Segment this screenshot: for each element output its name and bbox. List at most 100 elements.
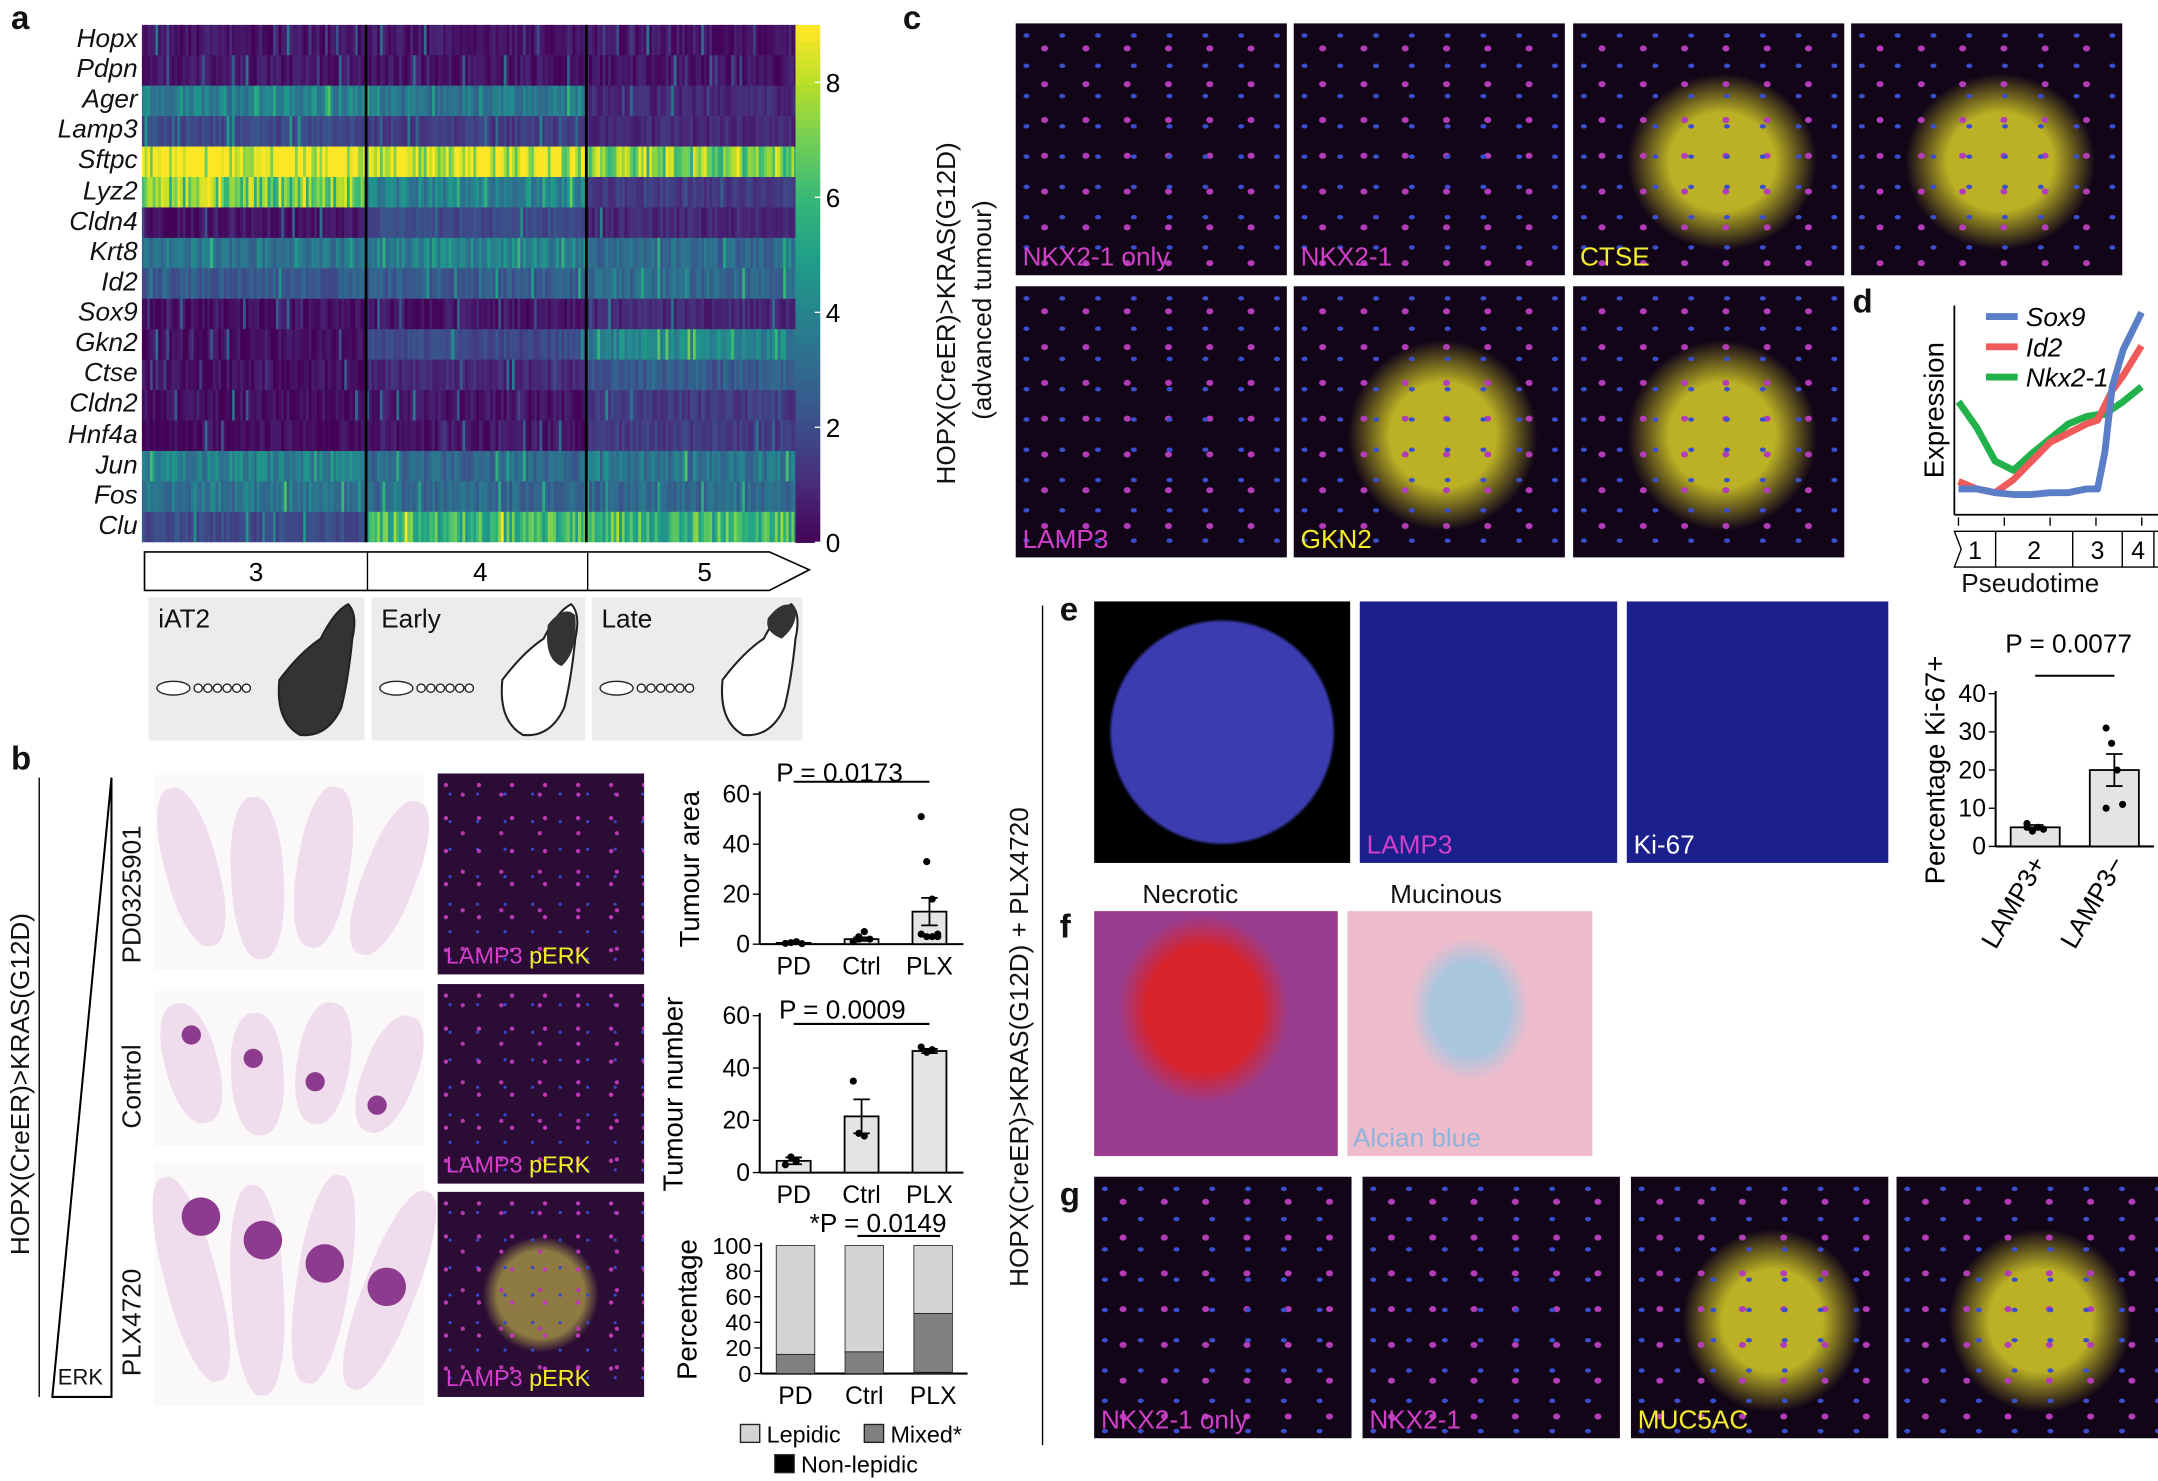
heatmap-cell: [451, 146, 456, 178]
heatmap-cell: [684, 450, 689, 482]
heatmap-cell: [599, 298, 604, 330]
heatmap-cell: [619, 24, 623, 56]
heatmap-cell: [558, 511, 563, 543]
heatmap-cell: [401, 329, 406, 361]
heatmap-cell: [473, 511, 478, 543]
heatmap-cell: [451, 450, 456, 482]
colorbar-swatch: [795, 326, 821, 336]
heatmap-cell: [572, 390, 577, 421]
mucinous-title: Mucinous: [1390, 880, 1502, 910]
heatmap-cell: [185, 329, 190, 361]
heatmap-cell: [333, 146, 337, 178]
heatmap-cell: [517, 24, 522, 56]
heatmap-cell: [500, 176, 505, 208]
heatmap-cell: [780, 450, 785, 482]
heatmap-cell: [346, 176, 351, 208]
heatmap-cell: [690, 207, 694, 239]
heatmap-cell: [415, 116, 420, 147]
heatmap-cell: [484, 511, 489, 543]
heatmap-cell: [682, 146, 686, 178]
heatmap-cell: [141, 390, 146, 421]
heatmap-cell: [684, 359, 689, 391]
colorbar-swatch: [795, 525, 821, 535]
heatmap-cell: [294, 420, 299, 452]
heatmap-cell: [558, 329, 563, 361]
heatmap-cell: [597, 359, 601, 391]
heatmap-cell: [196, 359, 201, 391]
heatmap-cell: [273, 24, 277, 56]
heatmap-cell: [423, 55, 428, 87]
heatmap-cell: [758, 420, 763, 452]
heatmap-cell: [377, 298, 381, 330]
legend-label: Sox9: [2026, 302, 2086, 332]
heatmap-cell: [454, 24, 458, 56]
heatmap-cell: [478, 450, 483, 482]
heatmap-cell: [547, 55, 552, 87]
heatmap-cell: [473, 85, 478, 117]
heatmap-cell: [717, 176, 722, 208]
heatmap-cell: [605, 146, 610, 178]
stain-label: NKX2-1 only: [1101, 1406, 1248, 1436]
heatmap-cell: [788, 298, 793, 330]
heatmap-cell: [489, 237, 494, 269]
heatmap-cell: [692, 511, 697, 543]
colorbar-swatch: [795, 309, 821, 319]
heatmap-cell: [349, 268, 354, 300]
heatmap-cell: [434, 85, 439, 117]
heatmap-cell: [316, 481, 321, 513]
heatmap-cell: [388, 511, 392, 543]
heatmap-cell: [275, 237, 280, 269]
heatmap-cell: [599, 481, 604, 513]
heatmap-cell: [311, 450, 315, 482]
heatmap-cell: [575, 298, 579, 330]
heatmap-cell: [415, 55, 420, 87]
umap-cluster: [445, 683, 455, 693]
heatmap-cell: [465, 176, 469, 208]
heatmap-cell: [695, 268, 700, 300]
heatmap-cell: [336, 55, 340, 87]
heatmap-cell: [739, 176, 744, 208]
heatmap-cell: [388, 207, 392, 239]
heatmap-cell: [371, 298, 376, 330]
heatmap-cell: [371, 329, 376, 361]
heatmap-cell: [245, 24, 250, 56]
heatmap-cell: [149, 481, 154, 513]
heatmap-cell: [456, 481, 461, 513]
heatmap-cell: [610, 298, 615, 330]
colorbar-swatch: [795, 430, 821, 440]
tumour-nodule: [367, 1095, 387, 1115]
heatmap-cell: [619, 55, 623, 87]
heatmap-cell: [736, 85, 741, 117]
heatmap-cell: [448, 207, 453, 239]
legend-label: Id2: [2026, 332, 2063, 362]
heatmap-cell: [627, 237, 631, 269]
heatmap-cell: [273, 268, 277, 300]
heatmap-cell: [152, 450, 157, 482]
heatmap-cell: [259, 55, 263, 87]
heatmap-cell: [155, 116, 159, 147]
heatmap-cell: [621, 390, 626, 421]
heatmap-cell: [396, 329, 400, 361]
heatmap-cell: [152, 24, 157, 56]
heatmap-cell: [141, 146, 146, 178]
heatmap-cell: [744, 24, 749, 56]
heatmap-cell: [764, 420, 768, 452]
heatmap-cell: [777, 481, 782, 513]
heatmap-cell: [377, 146, 381, 178]
heatmap-cell: [701, 450, 705, 482]
heatmap-cell: [215, 146, 220, 178]
heatmap-cell: [418, 176, 422, 208]
heatmap-cell: [393, 85, 398, 117]
umap-cluster: [203, 683, 213, 693]
x-tick-label: PD: [776, 953, 810, 980]
heatmap-cell: [580, 55, 585, 87]
heatmap-cell: [193, 146, 198, 178]
heatmap-cell: [242, 511, 247, 543]
heatmap-cell: [467, 511, 472, 543]
heatmap-cell: [654, 207, 659, 239]
heatmap-cell: [412, 450, 417, 482]
heatmap-cell: [589, 390, 593, 421]
heatmap-cell: [180, 237, 184, 269]
heatmap-cell: [344, 24, 348, 56]
heatmap-cell: [382, 268, 387, 300]
